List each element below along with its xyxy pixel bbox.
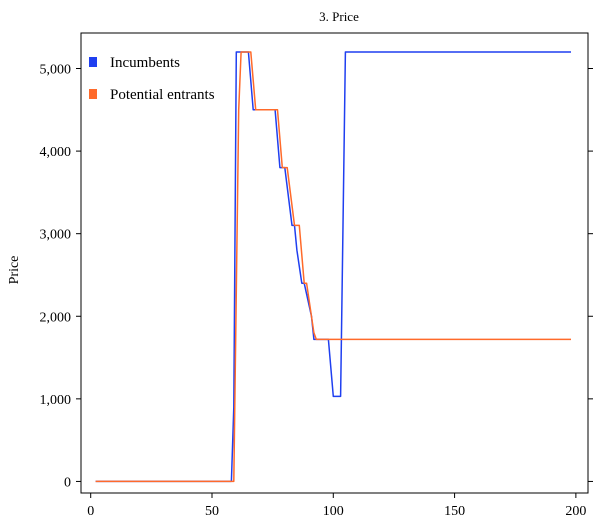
- x-tick-label: 200: [565, 504, 586, 519]
- series-line-incumbents: [95, 51, 571, 483]
- legend-swatch: [89, 57, 97, 67]
- legend-label: Potential entrants: [110, 87, 215, 103]
- x-tick-label: 150: [444, 504, 465, 519]
- x-tick-label: 50: [205, 504, 219, 519]
- y-tick-label: 4,000: [40, 145, 72, 160]
- y-tick-label: 0: [64, 475, 71, 490]
- y-tick-label: 1,000: [40, 393, 72, 408]
- legend-label: Incumbents: [110, 55, 180, 71]
- y-tick-label: 5,000: [40, 63, 72, 78]
- y-tick-label: 3,000: [40, 228, 72, 243]
- y-tick-label: 2,000: [40, 310, 72, 325]
- series-line-potential-entrants: [95, 51, 571, 483]
- legend-swatch: [89, 89, 97, 99]
- x-tick-label: 100: [323, 504, 344, 519]
- plot-frame: [80, 32, 589, 494]
- y-axis-title: Price: [7, 256, 22, 285]
- chart-title: 3. Price: [319, 9, 359, 24]
- x-tick-label: 0: [87, 504, 94, 519]
- legend: Incumbents Potential entrants: [89, 55, 215, 103]
